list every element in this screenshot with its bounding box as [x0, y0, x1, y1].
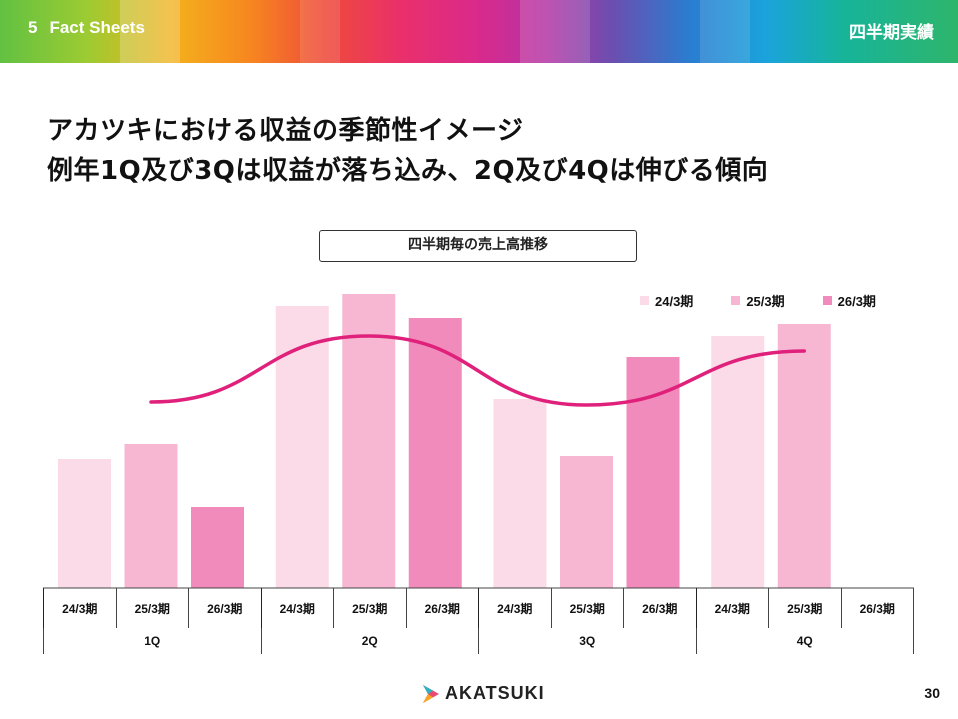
- x-group-label: 3Q: [478, 628, 696, 654]
- bar-4Q-25/3期: [777, 324, 831, 588]
- bar-1Q-24/3期: [58, 459, 111, 588]
- bar-1Q-26/3期: [191, 507, 244, 588]
- legend-swatch: [822, 296, 832, 305]
- legend-label: 24/3期: [655, 294, 694, 309]
- section-label: 5 Fact Sheets: [28, 18, 145, 38]
- x-axis-table: 24/3期 25/3期 26/3期 24/3期 25/3期 26/3期 24/3…: [43, 588, 914, 654]
- trend-line: [149, 334, 806, 407]
- page-number: 30: [924, 685, 940, 701]
- x-tick-label: 25/3期: [550, 588, 624, 628]
- bar-2Q-26/3期: [408, 318, 462, 588]
- chart-title: 四半期毎の売上高推移: [319, 230, 637, 262]
- legend-swatch: [640, 296, 649, 305]
- x-group-label: 4Q: [695, 628, 914, 654]
- legend-item: 26/3期: [822, 291, 876, 310]
- section-category: 四半期実績: [849, 23, 934, 43]
- x-tick-label: 25/3期: [768, 588, 841, 628]
- bar-4Q-24/3期: [711, 336, 765, 588]
- x-tick-label: 26/3期: [623, 588, 696, 628]
- x-group-label: 1Q: [43, 628, 261, 654]
- bar-3Q-24/3期: [493, 399, 547, 588]
- legend-item: 24/3期: [640, 291, 693, 310]
- banner-decoration: [700, 0, 750, 63]
- bar-2Q-25/3期: [342, 294, 396, 588]
- x-group-label: 2Q: [260, 628, 479, 654]
- x-tick-label: 26/3期: [188, 588, 261, 628]
- banner-decoration: [520, 0, 590, 63]
- bar-1Q-25/3期: [124, 444, 178, 588]
- x-tick-label: 25/3期: [333, 588, 406, 628]
- x-tick-label: 26/3期: [405, 588, 479, 628]
- section-number: 5: [28, 18, 38, 37]
- bar-2Q-24/3期: [275, 306, 329, 588]
- legend-item: 25/3期: [731, 291, 785, 310]
- banner-decoration: [300, 0, 340, 63]
- bar-3Q-26/3期: [626, 357, 680, 588]
- logo-text: AKATSUKI: [445, 683, 545, 703]
- header-banner: 5 Fact Sheets 四半期実績: [0, 0, 958, 63]
- legend-label: 25/3期: [746, 294, 785, 309]
- x-tick-label: 24/3期: [43, 588, 116, 628]
- x-tick-label: 24/3期: [260, 588, 334, 628]
- bar-3Q-25/3期: [560, 456, 613, 588]
- legend-label: 26/3期: [837, 294, 876, 309]
- headline-line-1: アカツキにおける収益の季節性イメージ: [47, 116, 524, 146]
- x-tick-label: 24/3期: [695, 588, 769, 628]
- x-tick-label: 26/3期: [840, 588, 914, 628]
- banner-decoration: [120, 0, 180, 63]
- headline-line-2: 例年1Q及び3Qは収益が落ち込み、2Q及び4Qは伸びる傾向: [47, 156, 769, 186]
- akatsuki-logo-icon: [423, 684, 439, 703]
- legend-swatch: [731, 296, 741, 305]
- x-tick-label: 25/3期: [115, 588, 189, 628]
- company-logo: AKATSUKI: [423, 683, 545, 704]
- chart-legend: 24/3期 25/3期 26/3期: [640, 291, 876, 310]
- x-tick-label: 24/3期: [478, 588, 551, 628]
- section-title: Fact Sheets: [49, 18, 145, 37]
